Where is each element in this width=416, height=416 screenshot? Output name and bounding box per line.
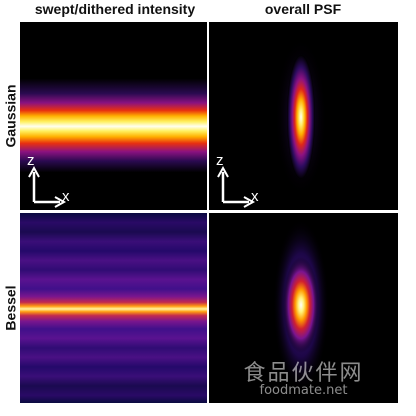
watermark-url: foodmate.net (259, 383, 348, 398)
bessel-swept-image (20, 213, 207, 403)
column-title-psf: overall PSF (264, 1, 342, 17)
gaussian-swept-panel: z x (20, 22, 207, 210)
x-axis-label: x (251, 188, 259, 205)
axis-indicator (217, 165, 256, 208)
row-label-bessel: Bessel (3, 285, 19, 331)
z-axis-label: z (216, 152, 224, 169)
watermark-cn: 食品伙伴网 (243, 361, 364, 386)
gaussian-swept-image (20, 22, 207, 210)
z-axis-label: z (27, 152, 35, 169)
bessel-swept-panel (20, 213, 207, 403)
row-title-bessel: Bessel (0, 213, 22, 403)
bessel-psf-image (273, 219, 329, 391)
x-axis-label: x (62, 188, 70, 205)
gaussian-psf-panel: z x (209, 22, 398, 210)
row-label-gaussian: Gaussian (3, 84, 19, 148)
row-title-gaussian: Gaussian (0, 22, 22, 210)
column-title-swept: swept/dithered intensity (34, 1, 196, 17)
bessel-psf-panel: 食品伙伴网 foodmate.net (209, 213, 398, 403)
gaussian-psf-image (275, 37, 327, 197)
axis-indicator (28, 165, 67, 208)
